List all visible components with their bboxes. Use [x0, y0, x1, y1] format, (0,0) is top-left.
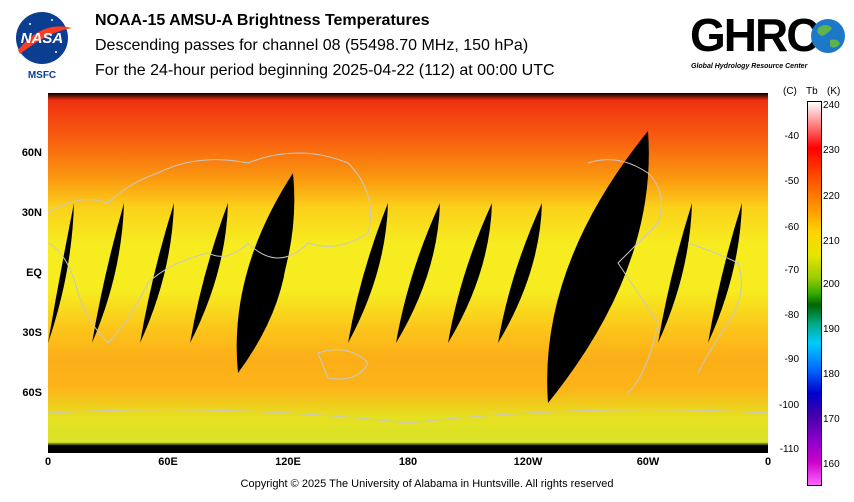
- map-subtitle: Descending passes for channel 08 (55498.…: [95, 37, 529, 54]
- colorbar-c-minus50: -50: [784, 176, 799, 187]
- swath-gap: [658, 203, 692, 343]
- colorbar-unit-c: (C): [783, 86, 797, 97]
- lon-label-180: 180: [398, 456, 418, 468]
- colorbar-unit-k: (K): [827, 86, 841, 97]
- colorbar-c-minus40: -40: [784, 131, 799, 142]
- colorbar-k-220: 220: [823, 191, 840, 202]
- lat-label-30n: 30N: [21, 207, 42, 219]
- brightness-temperature-map: [48, 93, 768, 453]
- lat-label-30s: 30S: [22, 327, 42, 339]
- lon-label-120w: 120W: [513, 456, 543, 468]
- swath-gaps: [48, 131, 742, 403]
- colorbar-k-230: 230: [823, 145, 840, 156]
- swath-gap-wide: [547, 131, 649, 403]
- globe-icon: [811, 19, 845, 53]
- map-period: For the 24-hour period beginning 2025-04…: [95, 62, 555, 79]
- ghrc-subtitle: Global Hydrology Resource Center: [691, 63, 808, 70]
- lon-label-0: 0: [44, 456, 52, 468]
- swath-gap: [190, 203, 228, 343]
- colorbar-c-minus80: -80: [784, 310, 799, 321]
- swath-gap: [92, 203, 124, 343]
- swath-gap: [448, 203, 492, 343]
- colorbar-k-190: 190: [823, 324, 840, 335]
- copyright-notice: Copyright © 2025 The University of Alaba…: [240, 478, 614, 490]
- swath-gap: [348, 203, 388, 343]
- ghrc-logo: GHRC: [690, 9, 819, 61]
- lon-label-60w: 60W: [636, 456, 660, 468]
- map-title: NOAA-15 AMSU-A Brightness Temperatures: [95, 12, 430, 29]
- swath-gap: [48, 203, 74, 343]
- colorbar-c-minus70: -70: [784, 265, 799, 276]
- swath-gap: [140, 203, 174, 343]
- svg-text:NASA: NASA: [21, 30, 64, 47]
- lon-label-60e: 60E: [158, 456, 178, 468]
- colorbar-unit-tb: Tb: [806, 86, 818, 97]
- lon-label-120e: 120E: [275, 456, 301, 468]
- swath-gap: [396, 203, 440, 343]
- colorbar-k-240: 240: [823, 100, 840, 111]
- colorbar-k-180: 180: [823, 369, 840, 380]
- lat-label-60n: 60N: [21, 147, 42, 159]
- colorbar-k-170: 170: [823, 414, 840, 425]
- colorbar-c-minus60: -60: [784, 222, 799, 233]
- colorbar-k-200: 200: [823, 279, 840, 290]
- colorbar-c-minus110: -110: [779, 444, 799, 455]
- colorbar-k-160: 160: [823, 459, 840, 470]
- lon-label-0-east: 0: [764, 456, 772, 468]
- colorbar-c-minus100: -100: [778, 400, 799, 411]
- swath-gap: [708, 203, 742, 343]
- coastlines: [48, 152, 768, 424]
- svg-text:MSFC: MSFC: [28, 70, 56, 81]
- swath-gap-wide: [236, 173, 295, 373]
- colorbar: [807, 101, 822, 486]
- swath-gap: [498, 203, 542, 343]
- lat-label-eq: EQ: [26, 267, 42, 279]
- nasa-logo: NASA MSFC: [16, 12, 72, 81]
- colorbar-k-210: 210: [823, 236, 840, 247]
- lat-label-60s: 60S: [22, 387, 42, 399]
- colorbar-c-minus90: -90: [784, 354, 799, 365]
